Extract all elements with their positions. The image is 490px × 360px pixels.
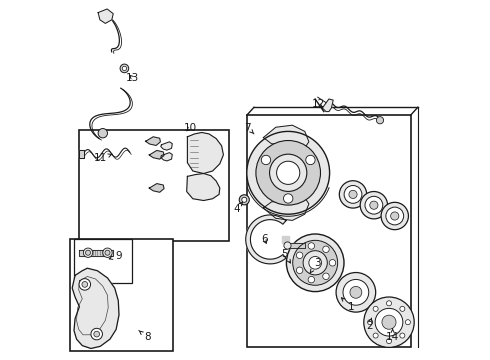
Circle shape: [293, 240, 338, 285]
Polygon shape: [322, 99, 333, 112]
Polygon shape: [161, 153, 172, 161]
Circle shape: [94, 331, 99, 337]
Text: 1: 1: [342, 298, 354, 312]
Polygon shape: [79, 150, 84, 158]
Circle shape: [339, 181, 367, 208]
Circle shape: [270, 154, 307, 192]
Circle shape: [296, 267, 303, 274]
Bar: [74, 239, 132, 283]
Circle shape: [382, 315, 396, 329]
Text: 13: 13: [126, 73, 139, 83]
Circle shape: [360, 192, 388, 219]
Circle shape: [122, 66, 126, 71]
Circle shape: [365, 196, 383, 214]
Text: 5: 5: [281, 249, 291, 263]
Circle shape: [323, 246, 329, 252]
Polygon shape: [263, 125, 309, 148]
Circle shape: [239, 195, 249, 205]
Circle shape: [277, 161, 300, 184]
Circle shape: [303, 251, 327, 275]
Polygon shape: [149, 150, 164, 159]
Circle shape: [103, 248, 112, 257]
Polygon shape: [145, 137, 160, 145]
Circle shape: [286, 234, 344, 292]
Circle shape: [387, 338, 392, 343]
Circle shape: [242, 197, 247, 202]
Text: 8: 8: [139, 330, 150, 342]
Circle shape: [391, 212, 399, 220]
Circle shape: [256, 140, 320, 205]
Circle shape: [296, 252, 303, 258]
Text: 2: 2: [366, 318, 372, 331]
Circle shape: [370, 201, 378, 209]
Circle shape: [329, 260, 336, 266]
Circle shape: [306, 155, 315, 165]
Circle shape: [105, 250, 110, 255]
Circle shape: [373, 333, 378, 338]
Polygon shape: [187, 174, 220, 201]
Circle shape: [405, 320, 411, 325]
Circle shape: [323, 273, 329, 280]
Circle shape: [400, 333, 405, 338]
Polygon shape: [72, 268, 119, 348]
Text: 3: 3: [310, 258, 320, 273]
Text: 6: 6: [261, 234, 268, 244]
Text: 4: 4: [233, 202, 243, 214]
Bar: [71, 239, 173, 351]
Bar: [247, 115, 411, 347]
Circle shape: [350, 287, 362, 298]
Circle shape: [83, 248, 93, 257]
Text: 7: 7: [245, 123, 254, 134]
Text: 10: 10: [184, 123, 197, 133]
Circle shape: [349, 190, 357, 198]
Polygon shape: [149, 184, 164, 192]
Circle shape: [98, 129, 107, 138]
Circle shape: [309, 256, 321, 269]
Bar: [79, 130, 229, 241]
Circle shape: [284, 242, 291, 249]
Circle shape: [247, 131, 330, 214]
Polygon shape: [161, 142, 172, 150]
Circle shape: [308, 276, 315, 283]
Circle shape: [343, 279, 369, 305]
Text: 11: 11: [94, 153, 112, 163]
Text: 9: 9: [109, 251, 122, 261]
Circle shape: [120, 64, 129, 73]
Circle shape: [368, 320, 372, 325]
Circle shape: [386, 207, 404, 225]
Polygon shape: [288, 243, 305, 248]
Polygon shape: [79, 250, 113, 256]
Polygon shape: [263, 198, 309, 220]
Polygon shape: [187, 132, 223, 174]
Circle shape: [82, 282, 88, 287]
Circle shape: [376, 117, 384, 124]
Circle shape: [284, 194, 293, 203]
Circle shape: [261, 155, 270, 165]
Circle shape: [381, 202, 409, 230]
Text: 12: 12: [312, 99, 325, 109]
Polygon shape: [98, 9, 113, 23]
Circle shape: [400, 306, 405, 311]
Polygon shape: [282, 236, 289, 243]
Circle shape: [375, 308, 403, 336]
Text: 14: 14: [386, 329, 399, 342]
Circle shape: [336, 273, 376, 312]
Polygon shape: [246, 215, 286, 264]
Circle shape: [91, 328, 102, 340]
Circle shape: [79, 279, 91, 290]
Circle shape: [344, 185, 362, 203]
Circle shape: [308, 243, 315, 249]
Circle shape: [364, 297, 414, 347]
Circle shape: [86, 250, 91, 255]
Circle shape: [387, 301, 392, 306]
Circle shape: [373, 306, 378, 311]
